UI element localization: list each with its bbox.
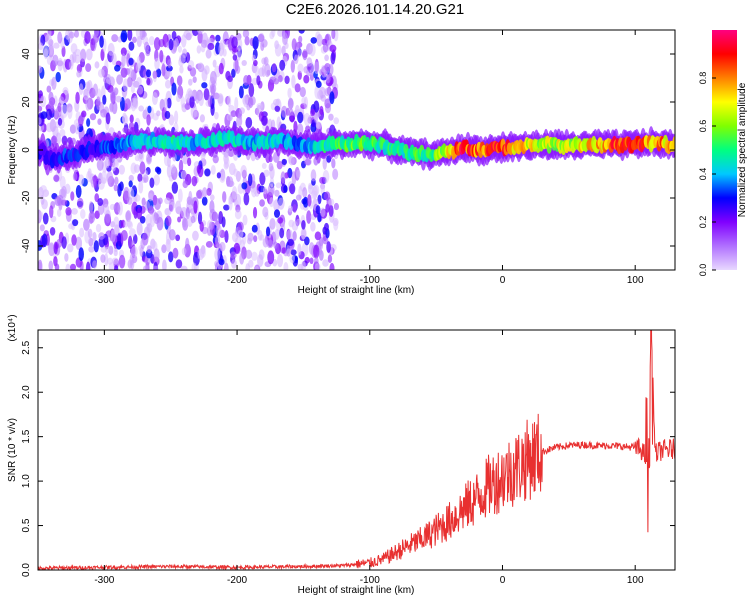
y-tick-label: -40 bbox=[21, 238, 32, 253]
y-tick-label: 1.0 bbox=[21, 474, 32, 488]
y-tick-label: 2.0 bbox=[21, 385, 32, 399]
x-tick-label: -300 bbox=[94, 275, 114, 286]
colorbar-tick-label: 0.2 bbox=[698, 216, 708, 229]
spectrogram-y-label: Frequency (Hz) bbox=[7, 116, 18, 185]
y-tick-label: 20 bbox=[21, 96, 32, 108]
y-tick-label: -20 bbox=[21, 190, 32, 205]
x-tick-label: 100 bbox=[627, 575, 644, 586]
colorbar-tick-label: 0.0 bbox=[698, 264, 708, 277]
x-tick-label: -200 bbox=[227, 275, 247, 286]
x-tick-label: -100 bbox=[360, 275, 380, 286]
x-tick-label: -200 bbox=[227, 575, 247, 586]
y-tick-label: 40 bbox=[21, 48, 32, 60]
x-tick-label: -300 bbox=[94, 575, 114, 586]
y-tick-label: 0 bbox=[21, 147, 32, 153]
colorbar-tick-label: 0.8 bbox=[698, 72, 708, 85]
snr-frame bbox=[37, 329, 676, 571]
snr-x-label: Height of straight line (km) bbox=[298, 585, 415, 596]
y-tick-label: 0.0 bbox=[21, 563, 32, 577]
figure-title: C2E6.2026.101.14.20.G21 bbox=[285, 1, 465, 18]
y-tick-label: 2.5 bbox=[21, 340, 32, 354]
spectrogram-image bbox=[38, 30, 675, 270]
snr-x-ticks: -300 -200 -100 0 100 bbox=[94, 330, 644, 586]
colorbar-tick-label: 0.4 bbox=[698, 168, 708, 181]
colorbar: 0.0 0.2 0.4 0.6 0.8 Normalized spectral ampl… bbox=[698, 30, 748, 276]
snr-series-line bbox=[38, 330, 675, 570]
x-tick-label: 0 bbox=[500, 575, 506, 586]
x-tick-label: 100 bbox=[627, 275, 644, 286]
x-tick-label: 0 bbox=[500, 275, 506, 286]
colorbar-label: Normalized spectral amplitude bbox=[737, 82, 748, 217]
y-tick-label: 0.5 bbox=[21, 518, 32, 532]
spectrogram-x-label: Height of straight line (km) bbox=[298, 285, 415, 296]
spectrogram-x-ticks: -300 -200 -100 0 100 bbox=[94, 30, 644, 286]
spectrogram-y-ticks: -40 -20 0 20 40 bbox=[21, 48, 675, 253]
x-tick-label: -100 bbox=[360, 575, 380, 586]
colorbar-ticks: 0.0 0.2 0.4 0.6 0.8 bbox=[698, 72, 716, 277]
y-tick-label: 1.5 bbox=[21, 429, 32, 443]
snr-y-multiplier: (x10⁴) bbox=[7, 314, 18, 341]
snr-y-ticks: 0.0 0.5 1.0 1.5 2.0 2.5 bbox=[21, 340, 675, 577]
colorbar-tick-label: 0.6 bbox=[698, 120, 708, 133]
colorbar-gradient bbox=[712, 30, 737, 270]
snr-panel: -300 -200 -100 0 100 0.0 0.5 1.0 1.5 2.0 2.5 Heig… bbox=[7, 314, 676, 596]
snr-y-label: SNR (10 * v/v) bbox=[7, 418, 18, 482]
